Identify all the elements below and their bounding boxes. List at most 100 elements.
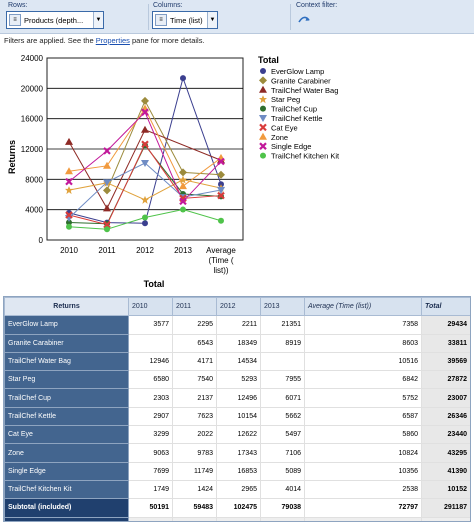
total-cell[interactable]: 41390 (421, 461, 470, 481)
chevron-down-icon[interactable]: ▼ (207, 12, 217, 28)
value-cell[interactable]: 2137 (172, 388, 217, 408)
value-cell[interactable]: 10356 (304, 461, 422, 481)
data-point (217, 170, 225, 179)
value-cell[interactable]: 5293 (216, 370, 261, 390)
value-cell[interactable]: 8603 (304, 333, 422, 353)
value-cell[interactable]: 5860 (304, 425, 422, 445)
value-cell[interactable]: 59483 (172, 498, 217, 518)
corner-header[interactable]: Returns (4, 297, 129, 317)
value-cell[interactable]: 7540 (172, 370, 217, 390)
value-cell[interactable]: 5662 (260, 406, 305, 427)
value-cell[interactable]: 16853 (216, 461, 261, 481)
value-cell[interactable]: 2907 (128, 406, 173, 427)
value-cell[interactable]: 270073 (304, 516, 422, 521)
value-cell[interactable]: 14534 (216, 351, 261, 372)
value-cell[interactable]: 4171 (172, 351, 217, 372)
value-cell[interactable]: 9063 (128, 443, 173, 463)
context-filter-drop-icon[interactable] (297, 13, 311, 25)
total-cell[interactable]: 23007 (421, 388, 470, 408)
value-cell[interactable]: 9783 (172, 443, 217, 463)
column-header-total[interactable]: Total (421, 297, 470, 317)
value-cell[interactable]: 12622 (216, 425, 261, 445)
value-cell[interactable]: 21351 (260, 315, 305, 335)
column-header[interactable]: 2010 (128, 297, 173, 317)
value-cell[interactable]: 11749 (172, 461, 217, 481)
value-cell[interactable]: 2022 (172, 425, 217, 445)
rows-dropdown[interactable]: ≡ Products (depth... ▼ (6, 11, 104, 29)
value-cell[interactable] (128, 333, 173, 353)
value-cell[interactable]: 4014 (260, 479, 305, 500)
value-cell[interactable]: 2303 (128, 388, 173, 408)
value-cell[interactable]: 2538 (304, 479, 422, 500)
row-header[interactable]: TrailChef Kitchen Kit (4, 479, 129, 500)
value-cell[interactable]: 5497 (260, 425, 305, 445)
total-cell[interactable]: 23440 (421, 425, 470, 445)
chevron-down-icon[interactable]: ▼ (93, 12, 103, 28)
value-cell[interactable]: 2211 (216, 315, 261, 335)
total-cell[interactable]: 291187 (421, 498, 470, 518)
value-cell[interactable]: 353023 (128, 516, 173, 521)
row-header[interactable]: EverGlow Lamp (4, 315, 129, 335)
value-cell[interactable]: 18349 (216, 333, 261, 353)
row-header[interactable]: Star Peg (4, 370, 129, 390)
value-cell[interactable]: 50191 (128, 498, 173, 518)
value-cell[interactable]: 6071 (260, 388, 305, 408)
legend-marker (260, 105, 266, 112)
row-header[interactable]: TrailChef Kettle (4, 406, 129, 427)
value-cell[interactable]: 12496 (216, 388, 261, 408)
value-cell[interactable]: 72797 (304, 498, 422, 518)
value-cell[interactable]: 102475 (216, 498, 261, 518)
row-header[interactable]: Cat Eye (4, 425, 129, 445)
row-header[interactable]: Single Edge (4, 461, 129, 481)
row-header[interactable]: Zone (4, 443, 129, 463)
value-cell[interactable]: 6587 (304, 406, 422, 427)
value-cell[interactable]: 5752 (304, 388, 422, 408)
value-cell[interactable]: 178477 (260, 516, 305, 521)
column-header[interactable]: 2011 (172, 297, 217, 317)
value-cell[interactable]: 10824 (304, 443, 422, 463)
value-cell[interactable]: 3299 (128, 425, 173, 445)
x-tick-label: 2013 (174, 246, 192, 255)
total-cell[interactable]: 43295 (421, 443, 470, 463)
total-cell[interactable]: 33811 (421, 333, 470, 353)
value-cell[interactable]: 10516 (304, 351, 422, 372)
value-cell[interactable]: 7358 (304, 315, 422, 335)
value-cell[interactable]: 5089 (260, 461, 305, 481)
value-cell[interactable]: 2965 (216, 479, 261, 500)
column-header[interactable]: 2013 (260, 297, 305, 317)
value-cell[interactable]: 1749 (128, 479, 173, 500)
row-header[interactable]: TrailChef Water Bag (4, 351, 129, 372)
value-cell[interactable]: 1424 (172, 479, 217, 500)
value-cell[interactable]: 6543 (172, 333, 217, 353)
row-header[interactable]: Subtotal (included) (4, 498, 129, 518)
value-cell[interactable]: 79038 (260, 498, 305, 518)
value-cell[interactable]: 7955 (260, 370, 305, 390)
value-cell[interactable]: 7106 (260, 443, 305, 463)
total-cell[interactable]: 26346 (421, 406, 470, 427)
value-cell[interactable]: 8919 (260, 333, 305, 353)
value-cell[interactable]: 7623 (172, 406, 217, 427)
value-cell[interactable]: 6580 (128, 370, 173, 390)
row-header[interactable]: Granite Carabiner (4, 333, 129, 353)
total-cell[interactable]: 39569 (421, 351, 470, 372)
total-cell[interactable]: 10152 (421, 479, 470, 500)
total-cell[interactable]: 29434 (421, 315, 470, 335)
value-cell[interactable]: 297466 (216, 516, 261, 521)
value-cell[interactable]: 12946 (128, 351, 173, 372)
row-header[interactable]: Total (4, 516, 129, 521)
value-cell[interactable]: 10154 (216, 406, 261, 427)
value-cell[interactable] (260, 351, 305, 372)
value-cell[interactable]: 3577 (128, 315, 173, 335)
column-header-average[interactable]: Average (Time (list)) (304, 297, 422, 317)
properties-link[interactable]: Properties (95, 36, 130, 45)
total-cell[interactable]: 1080291 (421, 516, 470, 521)
value-cell[interactable]: 6842 (304, 370, 422, 390)
row-header[interactable]: TrailChef Cup (4, 388, 129, 408)
total-cell[interactable]: 27872 (421, 370, 470, 390)
value-cell[interactable]: 251325 (172, 516, 217, 521)
value-cell[interactable]: 17343 (216, 443, 261, 463)
value-cell[interactable]: 2295 (172, 315, 217, 335)
column-header[interactable]: 2012 (216, 297, 261, 317)
value-cell[interactable]: 7699 (128, 461, 173, 481)
columns-dropdown[interactable]: ≡ Time (list) ▼ (152, 11, 218, 29)
